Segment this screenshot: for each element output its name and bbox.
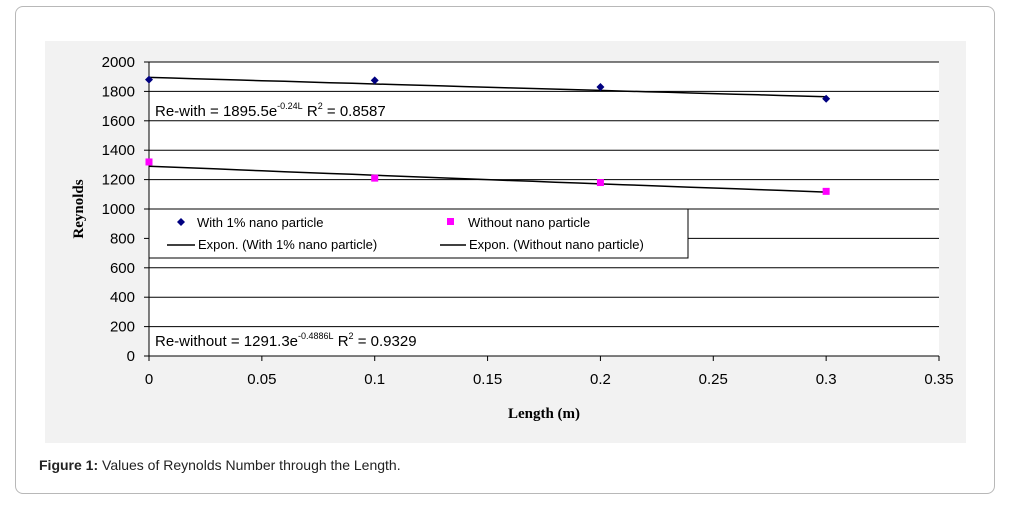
equation-with-tail: = 0.8587 [323,103,386,120]
equation-with-r: R [303,103,318,120]
x-axis-title: Length (m) [508,406,580,422]
y-tick-label-800: 800 [110,230,135,247]
legend-box [148,208,689,259]
svg-text:Re-without = 1291.3e-0.4886L R: Re-without = 1291.3e-0.4886L R2 = 0.9329 [155,331,417,350]
x-tick-label-0.35: 0.35 [924,371,953,388]
trendlines [148,76,827,193]
caption-text: Values of Reynolds Number through the Le… [98,457,401,473]
point-without-1 [371,174,379,182]
x-tick-label-0.2: 0.2 [590,371,611,388]
y-tick-label-200: 200 [110,319,135,336]
data-points [145,75,831,195]
y-tick-label-400: 400 [110,289,135,306]
legend-diamond-marker [177,218,185,226]
trendline-with [148,76,827,98]
trendline-without [148,165,827,193]
equation-without-r2-exp: 2 [349,331,354,341]
x-tick-label-0.3: 0.3 [816,371,837,388]
equation-with-exp: -0.24L [277,101,303,111]
x-tick-label-0.25: 0.25 [699,371,728,388]
x-tick-label-0.15: 0.15 [473,371,502,388]
legend-square-marker [447,218,454,225]
equation-without-r: R [334,333,349,350]
y-tick-label-0: 0 [127,348,135,365]
equation-without-exp: -0.4886L [298,331,334,341]
x-axis-ticks: 0 0.05 0.1 0.15 0.2 0.25 0.3 0.35 [145,356,954,388]
svg-text:Re-with = 1895.5e-0.24L R2 = 0: Re-with = 1895.5e-0.24L R2 = 0.8587 [155,101,386,120]
legend-without-label: Without nano particle [468,215,590,230]
point-with-3 [822,94,831,103]
equation-with-r2-exp: 2 [318,101,323,111]
y-tick-label-1200: 1200 [102,172,135,189]
y-tick-label-1400: 1400 [102,142,135,159]
y-tick-label-1600: 1600 [102,113,135,130]
x-tick-label-0: 0 [145,371,153,388]
point-with-1 [370,76,379,85]
x-tick-label-0.05: 0.05 [247,371,276,388]
y-tick-label-2000: 2000 [102,54,135,71]
point-with-0 [145,75,153,84]
point-without-3 [822,187,830,195]
figure-caption: Figure 1: Values of Reynolds Number thro… [39,457,401,473]
y-axis-title: Reynolds [71,179,87,238]
legend-with-label: With 1% nano particle [197,215,323,230]
legend-trend-without-label: Expon. (Without nano particle) [469,237,644,252]
y-axis-ticks: 0 200 400 600 800 1000 1200 1400 1600 1800 2000 [102,54,149,365]
point-without-0 [145,158,153,166]
y-tick-label-600: 600 [110,260,135,277]
point-without-2 [596,179,604,187]
legend-trend-with-label: Expon. (With 1% nano particle) [198,237,377,252]
y-tick-label-1000: 1000 [102,201,135,218]
equation-without-box [150,330,475,350]
point-with-2 [596,82,605,91]
equation-without-tail: = 0.9329 [354,333,417,350]
caption-label: Figure 1: [39,457,99,473]
equation-without: Re-without = 1291.3e-0.4886L R2 = 0.9329 [150,330,475,350]
y-tick-label-1800: 1800 [102,83,135,100]
x-tick-label-0.1: 0.1 [364,371,385,388]
equation-with-main: Re-with = 1895.5e [155,103,277,120]
equation-with: Re-with = 1895.5e-0.24L R2 = 0.8587 [150,100,435,120]
equation-with-box [150,100,435,120]
legend: With 1% nano particle Without nano parti… [148,208,689,259]
equation-without-main: Re-without = 1291.3e [155,333,298,350]
